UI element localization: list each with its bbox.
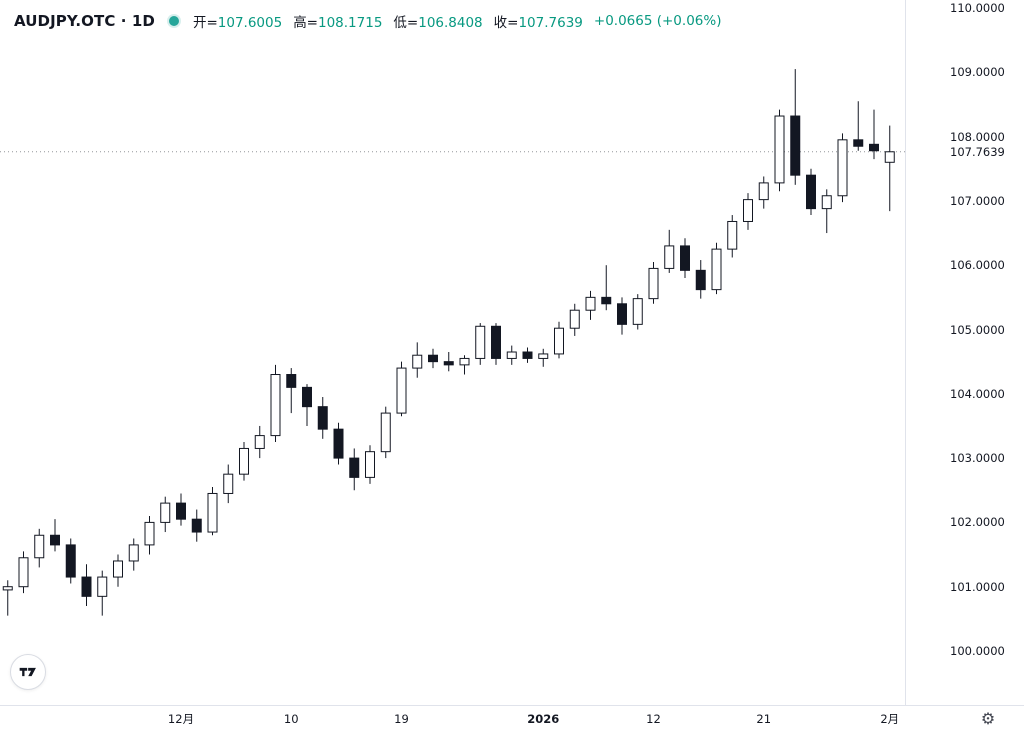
time-tick-label: 19 — [394, 712, 409, 726]
price-axis-separator — [905, 0, 906, 705]
candle-body — [585, 296, 596, 311]
settings-gear-button[interactable]: ⚙ — [975, 705, 1001, 731]
candle-body — [837, 139, 848, 197]
symbol-header: AUDJPY.OTC · 1D 开=107.6005 高=108.1715 低=… — [14, 11, 721, 31]
candle-body — [758, 182, 769, 201]
candle-body — [727, 220, 738, 250]
time-tick-label: 2月 — [880, 712, 900, 726]
candle-body — [254, 435, 265, 449]
price-tick-label: 104.0000 — [950, 386, 1005, 401]
candle-body — [538, 353, 549, 359]
time-tick-label: 2026 — [527, 712, 560, 726]
candle-body — [884, 151, 895, 163]
candle-body — [743, 199, 753, 222]
price-change: +0.0665 (+0.06%) — [593, 13, 722, 29]
candle-body — [286, 374, 297, 388]
candle-body — [475, 325, 486, 359]
candle-body — [680, 245, 690, 271]
open-value: 开=107.6005 — [192, 15, 283, 31]
candle-body — [160, 502, 171, 523]
close-value: 收=107.7639 — [493, 15, 583, 31]
time-tick-label: 12 — [646, 712, 661, 726]
candle-body — [50, 534, 60, 546]
price-tick-label: 110.0000 — [950, 1, 1005, 15]
symbol-title[interactable]: AUDJPY.OTC · 1D — [14, 12, 155, 30]
candle-body — [81, 576, 92, 597]
candle-body — [711, 248, 722, 291]
ohlc-legend: 开=107.6005 高=108.1715 低=106.8408 收=107.7… — [193, 11, 722, 31]
candle-body — [632, 298, 643, 325]
price-tick-label: 102.0000 — [950, 515, 1005, 530]
candle-body — [223, 473, 234, 494]
candle-body — [270, 374, 281, 437]
candle-body — [459, 357, 470, 366]
candle-body — [695, 269, 706, 291]
candle-body — [664, 245, 675, 269]
candle-body — [428, 354, 438, 363]
price-tick-label: 100.0000 — [950, 644, 1005, 658]
candle-body — [869, 143, 879, 152]
candle-body — [806, 174, 816, 210]
candle-body — [412, 354, 423, 369]
candle-body — [601, 296, 612, 305]
candle-body — [569, 309, 580, 329]
candle-body — [317, 406, 328, 430]
candle-body — [128, 544, 139, 562]
tradingview-logo-icon — [19, 667, 36, 677]
candle-body — [65, 544, 76, 578]
chart-canvas[interactable] — [0, 0, 905, 705]
price-tick-label: 108.0000 — [950, 129, 1005, 144]
price-tick-label: 109.0000 — [950, 65, 1005, 80]
candle-body — [2, 586, 13, 591]
candle-body — [380, 412, 391, 453]
candle-body — [365, 451, 375, 478]
candle-body — [34, 534, 45, 559]
candle-body — [648, 267, 659, 300]
candle-body — [349, 457, 360, 478]
candle-body — [821, 195, 832, 210]
candle-body — [18, 557, 29, 588]
candle-body — [522, 351, 533, 359]
time-tick-label: 21 — [756, 712, 772, 726]
candle-body — [617, 303, 627, 325]
candle-body — [396, 367, 407, 414]
time-axis-separator — [0, 705, 1024, 706]
candle-body — [144, 521, 155, 546]
candle-body — [790, 115, 801, 176]
gear-icon: ⚙ — [980, 708, 996, 728]
candle-body — [853, 139, 864, 147]
tradingview-logo-button[interactable] — [10, 654, 46, 690]
candle-body — [443, 361, 454, 366]
candle-body — [333, 428, 344, 459]
candle-body — [176, 502, 186, 520]
candle-body — [191, 518, 202, 533]
price-tick-label: 101.0000 — [950, 579, 1005, 594]
candle-body — [302, 386, 312, 408]
candle-body — [491, 325, 501, 359]
price-tick-label: 105.0000 — [950, 322, 1005, 337]
time-tick-label: 12月 — [167, 712, 195, 726]
candle-body — [506, 351, 517, 359]
candle-body — [554, 327, 564, 355]
candle-body — [207, 492, 218, 533]
current-price-label: 107.7639 — [950, 144, 1005, 159]
candle-body — [113, 560, 123, 578]
market-status-dot — [168, 16, 179, 26]
candle-body — [239, 447, 249, 475]
candle-body — [774, 115, 785, 184]
price-tick-label: 107.0000 — [950, 193, 1005, 208]
price-tick-label: 106.0000 — [950, 258, 1005, 273]
candle-body — [97, 576, 108, 597]
time-tick-label: 10 — [283, 712, 299, 726]
low-value: 低=106.8408 — [393, 15, 483, 31]
price-tick-label: 103.0000 — [950, 451, 1005, 466]
high-value: 高=108.1715 — [293, 15, 383, 31]
